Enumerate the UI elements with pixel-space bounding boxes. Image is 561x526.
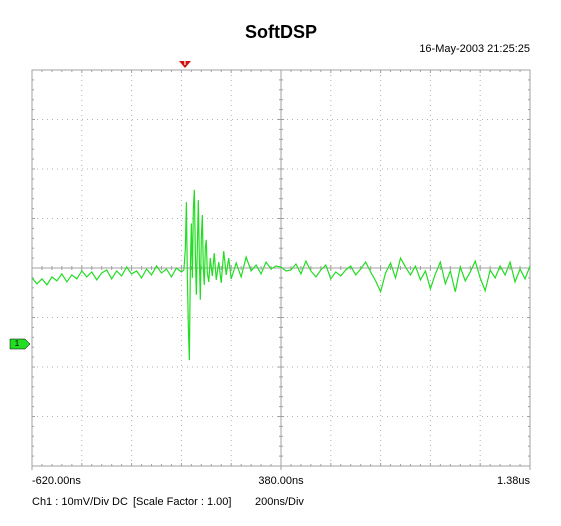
trigger-label: T bbox=[183, 58, 188, 67]
chart-title: SoftDSP bbox=[245, 22, 317, 42]
x-tick-label: -620.00ns bbox=[32, 475, 81, 487]
signal-trace bbox=[31, 189, 531, 361]
footer-timebase: 200ns/Div bbox=[255, 496, 304, 508]
trigger-marker bbox=[179, 61, 191, 68]
footer-coupling: DC bbox=[112, 496, 128, 508]
x-tick-label: 380.00ns bbox=[258, 475, 304, 487]
x-tick-label: 1.38us bbox=[497, 475, 531, 487]
channel-marker bbox=[9, 338, 31, 350]
timestamp: 16-May-2003 21:25:25 bbox=[419, 43, 530, 55]
footer-scale: [Scale Factor : 1.00] bbox=[133, 496, 231, 508]
channel-label: 1 bbox=[15, 339, 20, 348]
footer-channel: Ch1 : 10mV/Div bbox=[32, 496, 110, 508]
